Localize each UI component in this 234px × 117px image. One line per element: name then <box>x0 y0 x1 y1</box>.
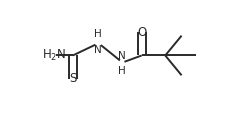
Text: N: N <box>94 45 102 55</box>
Text: H$_2$N: H$_2$N <box>42 48 66 63</box>
Text: N: N <box>118 51 126 61</box>
Text: H: H <box>118 66 126 76</box>
Text: S: S <box>69 72 77 85</box>
Text: O: O <box>137 26 146 39</box>
Text: H: H <box>94 29 102 39</box>
